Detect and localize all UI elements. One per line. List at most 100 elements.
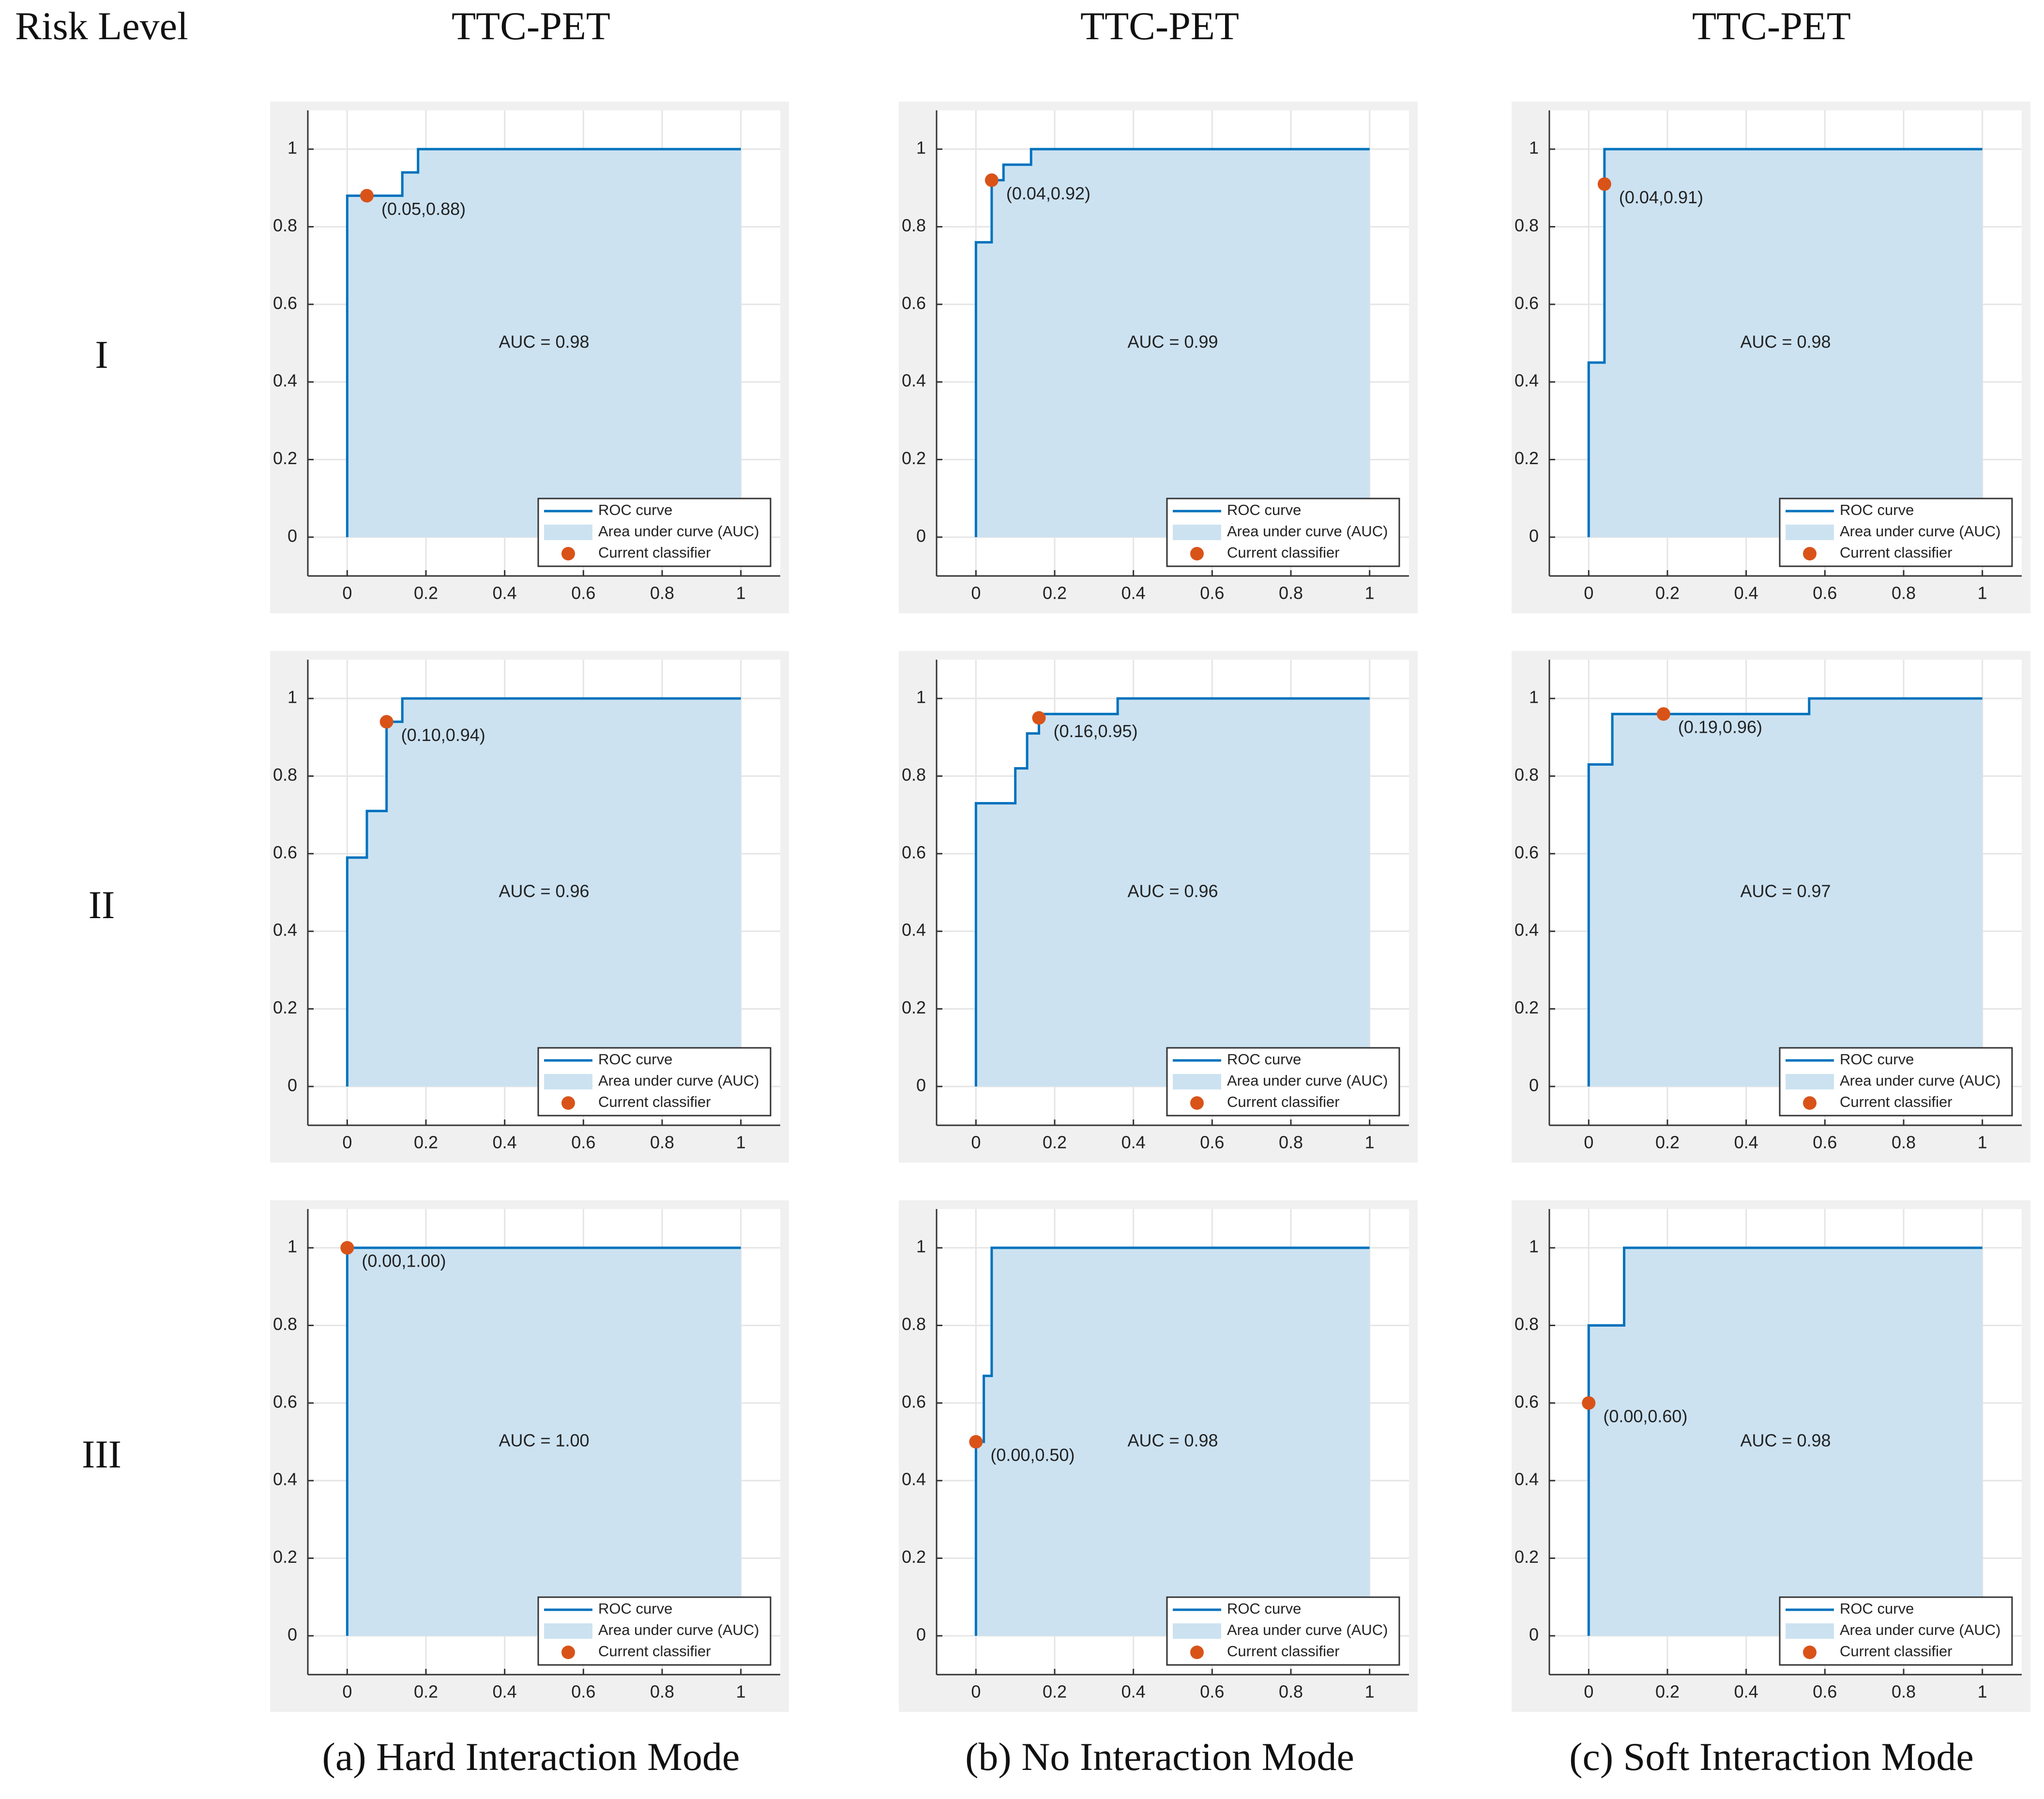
legend-swatch	[544, 1074, 592, 1089]
roc-curve	[1587, 1246, 1983, 1636]
auc-area	[1589, 1248, 1983, 1636]
x-tick-label: 0.8	[650, 583, 674, 603]
legend-swatch	[1190, 547, 1204, 560]
caption: (c) Soft Interaction Mode	[1569, 1735, 1974, 1779]
x-tick-label: 0.4	[1121, 583, 1146, 603]
legend-label: ROC curve	[1227, 1051, 1301, 1068]
x-tick-label: 0.4	[493, 1133, 517, 1152]
x-tick-label: 0.6	[1813, 1682, 1837, 1702]
legend-label: Area under curve (AUC)	[598, 1621, 759, 1638]
x-tick-label: 0.6	[571, 1682, 595, 1702]
y-tick-label: 0.6	[1514, 293, 1539, 313]
point-label: (0.05,0.88)	[381, 199, 466, 219]
legend-label: ROC curve	[1840, 501, 1914, 518]
column-header: TTC-PET	[1692, 4, 1851, 48]
y-tick-label: 0.6	[902, 842, 926, 862]
roc-curve	[974, 697, 1370, 1087]
legend-swatch	[561, 1096, 575, 1110]
y-tick-label: 1	[916, 1237, 926, 1256]
y-tick-label: 0.4	[902, 920, 926, 940]
legend-label: Current classifier	[1227, 544, 1340, 561]
x-tick-label: 0.6	[1813, 1133, 1837, 1152]
legend-swatch	[1803, 1096, 1817, 1110]
y-tick-label: 0.4	[902, 1469, 926, 1489]
y-tick-label: 0.2	[1514, 1547, 1539, 1567]
x-tick-label: 1	[736, 583, 746, 603]
legend-label: Area under curve (AUC)	[598, 1072, 759, 1089]
auc-annotation: AUC = 0.96	[499, 881, 589, 901]
x-tick-label: 0.8	[1279, 1682, 1303, 1702]
x-tick-label: 0	[1584, 1133, 1593, 1152]
legend-label: Current classifier	[598, 1643, 711, 1660]
legend-swatch	[561, 547, 575, 560]
roc-chart: 0 0.2 0.4 0.6 0.8 1 0 0.2 0.4 0.6 0.8 1 (0.05,0.88) A…	[270, 102, 789, 613]
x-tick-label: 0.8	[1279, 1133, 1303, 1152]
y-tick-label: 0	[288, 526, 297, 545]
y-tick-label: 0	[288, 1624, 297, 1644]
x-tick-label: 0.8	[1892, 1133, 1916, 1152]
x-tick-label: 0.2	[1043, 1133, 1067, 1152]
x-tick-label: 0.4	[493, 583, 517, 603]
legend-label: Area under curve (AUC)	[1227, 1621, 1388, 1638]
y-tick-label: 1	[1529, 138, 1539, 158]
y-tick-label: 0	[916, 526, 926, 545]
y-tick-label: 0.4	[273, 1469, 297, 1489]
x-tick-label: 0.4	[1734, 1133, 1758, 1152]
auc-area	[976, 149, 1370, 537]
current-classifier-point	[1582, 1396, 1596, 1410]
row-label: I	[95, 333, 108, 377]
x-tick-label: 0.6	[571, 583, 595, 603]
x-tick-label: 1	[736, 1682, 746, 1702]
legend-swatch	[1786, 525, 1834, 540]
y-tick-label: 0.4	[273, 371, 297, 391]
y-tick-label: 0	[916, 1075, 926, 1095]
auc-area	[976, 698, 1370, 1087]
y-tick-label: 0.2	[273, 448, 297, 468]
row-label: III	[82, 1432, 121, 1476]
legend-label: ROC curve	[598, 501, 672, 518]
roc-curve	[974, 148, 1370, 537]
point-label: (0.10,0.94)	[401, 725, 485, 745]
caption: (a) Hard Interaction Mode	[322, 1735, 740, 1779]
legend-label: Current classifier	[1227, 1093, 1340, 1110]
x-tick-label: 0.6	[1200, 583, 1224, 603]
point-label: (0.00,0.50)	[990, 1445, 1075, 1465]
row-label: II	[89, 883, 115, 927]
current-classifier-point	[984, 173, 999, 187]
legend-label: Area under curve (AUC)	[1840, 523, 2001, 540]
roc-chart: 0 0.2 0.4 0.6 0.8 1 0 0.2 0.4 0.6 0.8 1 (0.00,0.60) A…	[1512, 1200, 2030, 1712]
x-tick-label: 0	[1584, 583, 1593, 603]
legend-swatch	[1173, 525, 1221, 540]
y-tick-label: 0	[916, 1624, 926, 1644]
x-tick-label: 0.4	[1734, 583, 1758, 603]
y-tick-label: 0.6	[273, 293, 297, 313]
x-tick-label: 1	[1978, 1682, 1987, 1702]
column-header: TTC-PET	[1080, 4, 1239, 48]
current-classifier-point	[1656, 707, 1670, 721]
legend-swatch	[1803, 1646, 1817, 1659]
legend-label: Area under curve (AUC)	[1840, 1072, 2001, 1089]
legend-label: Current classifier	[1227, 1643, 1340, 1660]
auc-annotation: AUC = 0.98	[499, 332, 589, 352]
point-label: (0.04,0.92)	[1006, 183, 1090, 203]
legend-label: ROC curve	[1227, 501, 1301, 518]
x-tick-label: 0	[342, 1682, 352, 1702]
column-header: TTC-PET	[452, 4, 610, 48]
x-tick-label: 0.2	[1655, 1682, 1680, 1702]
y-tick-label: 0	[1529, 1624, 1539, 1644]
y-tick-label: 1	[288, 687, 297, 707]
legend-swatch	[1786, 1623, 1834, 1639]
legend-label: Current classifier	[598, 1093, 711, 1110]
point-label: (0.16,0.95)	[1053, 721, 1137, 741]
x-tick-label: 0.8	[1892, 583, 1916, 603]
legend-label: ROC curve	[598, 1600, 672, 1617]
auc-area	[347, 149, 741, 537]
y-tick-label: 0.8	[902, 215, 926, 235]
y-tick-label: 0.8	[902, 765, 926, 785]
legend-label: ROC curve	[598, 1051, 672, 1068]
current-classifier-point	[340, 1241, 354, 1255]
y-tick-label: 0.2	[902, 1547, 926, 1567]
legend-swatch	[1190, 1096, 1204, 1110]
auc-annotation: AUC = 0.98	[1740, 332, 1831, 352]
